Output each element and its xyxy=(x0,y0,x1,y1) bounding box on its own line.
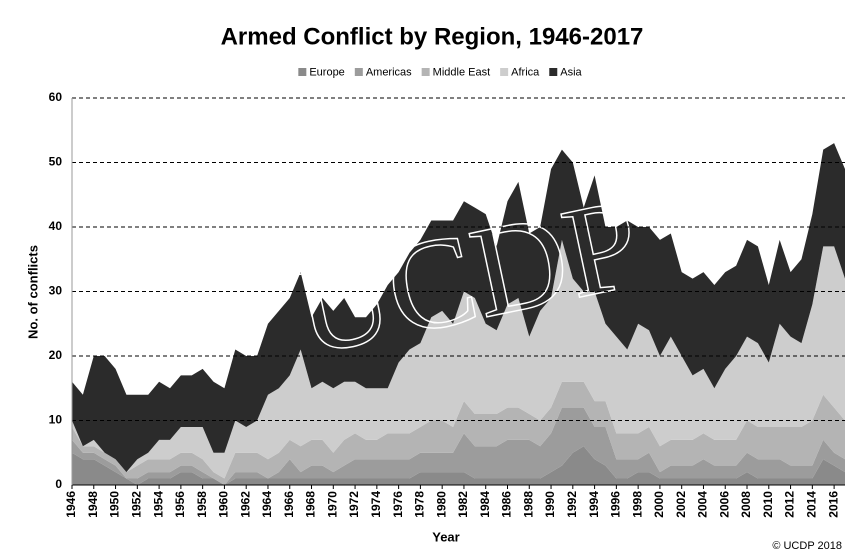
y-tick-label: 0 xyxy=(55,477,62,491)
legend-swatch xyxy=(354,68,363,76)
x-tick-label: 1968 xyxy=(304,491,318,518)
x-tick-label: 1952 xyxy=(129,491,143,518)
area xyxy=(72,407,845,485)
x-tick-label: 1974 xyxy=(369,491,383,518)
x-tick-label: 1962 xyxy=(238,491,252,518)
y-tick-label: 40 xyxy=(49,219,63,233)
x-tick-label: 2004 xyxy=(696,491,710,518)
x-tick-label: 2008 xyxy=(739,491,753,518)
legend-label: Africa xyxy=(511,66,540,78)
x-tick-label: 1976 xyxy=(391,491,405,518)
x-axis-title: Year xyxy=(432,529,459,544)
legend-label: Americas xyxy=(366,66,412,78)
x-tick-label: 2000 xyxy=(652,491,666,518)
x-tick-label: 1956 xyxy=(173,491,187,518)
x-tick-label: 2006 xyxy=(717,491,731,518)
x-tick-label: 2016 xyxy=(826,491,840,518)
x-tick-label: 1984 xyxy=(478,491,492,518)
x-tick-label: 1958 xyxy=(195,491,209,518)
legend-swatch xyxy=(421,68,430,76)
x-tick-label: 1964 xyxy=(260,491,274,518)
x-tick-label: 1946 xyxy=(64,491,78,518)
x-tick-label: 1972 xyxy=(347,491,361,518)
legend: Europe Americas Middle East Africa Asia xyxy=(298,66,583,78)
area xyxy=(72,446,845,485)
area xyxy=(72,143,845,473)
legend-swatch xyxy=(298,68,307,76)
x-tick-label: 2012 xyxy=(783,491,797,518)
x-tick-label: 1992 xyxy=(565,491,579,518)
x-tick-label: 1996 xyxy=(609,491,623,518)
x-tick-label: 2010 xyxy=(761,491,775,518)
x-tick-label: 1954 xyxy=(151,491,165,518)
legend-label: Asia xyxy=(560,66,582,78)
x-tick-label: 1986 xyxy=(500,491,514,518)
x-tick-label: 1970 xyxy=(325,491,339,518)
x-tick-label: 1994 xyxy=(587,491,601,518)
chart-title: Armed Conflict by Region, 1946-2017 xyxy=(221,23,644,50)
x-tick-label: 1948 xyxy=(86,491,100,518)
legend-label: Europe xyxy=(309,66,344,78)
plot-area xyxy=(72,143,845,485)
y-axis-title: No. of conflicts xyxy=(25,245,40,339)
x-tick-label: 1988 xyxy=(521,491,535,518)
x-tick-label: 1982 xyxy=(456,491,470,518)
x-tick-label: 2002 xyxy=(674,491,688,518)
area xyxy=(72,381,845,485)
x-tick-label: 1950 xyxy=(108,491,122,518)
x-tick-label: 1980 xyxy=(434,491,448,518)
x-tick-label: 2014 xyxy=(805,491,819,518)
y-tick-label: 60 xyxy=(49,90,63,104)
x-tick-label: 1960 xyxy=(217,491,231,518)
x-tick-label: 1978 xyxy=(413,491,427,518)
y-tick-label: 20 xyxy=(49,348,63,362)
y-tick-label: 10 xyxy=(49,413,63,427)
legend-label: Middle East xyxy=(433,66,490,78)
legend-swatch xyxy=(500,68,509,76)
x-tick-label: 1998 xyxy=(630,491,644,518)
area xyxy=(72,239,845,479)
credit: © UCDP 2018 xyxy=(772,540,842,552)
y-tick-label: 30 xyxy=(49,284,63,298)
x-tick-label: 1990 xyxy=(543,491,557,518)
y-tick-label: 50 xyxy=(49,155,63,169)
legend-swatch xyxy=(549,68,558,76)
x-tick-label: 1966 xyxy=(282,491,296,518)
